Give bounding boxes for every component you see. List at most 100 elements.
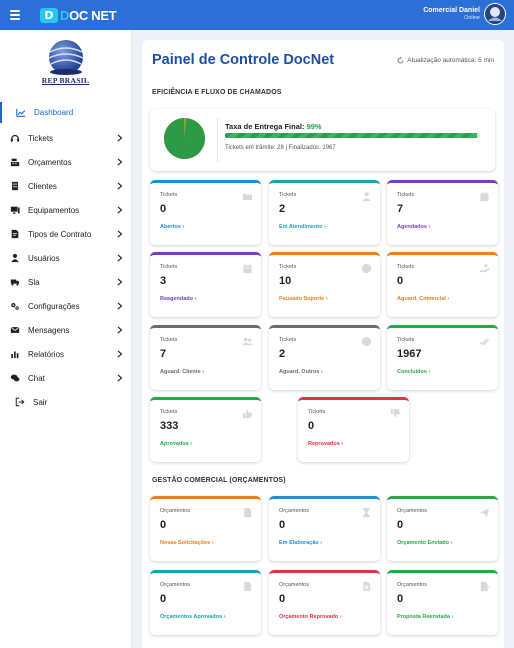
sidebar-item-orcamentos[interactable]: Orçamentos [0,150,131,174]
card-link-label: Concluídos [397,369,427,375]
card-value: 0 [397,593,404,605]
delivery-rate-pie [163,117,206,160]
logo-badge: D [40,7,58,23]
card-link-label: Aguard. Cliente [160,369,201,375]
card-link[interactable]: Agendados › [397,224,430,230]
sidebar-item-sla[interactable]: Sla [0,270,131,294]
card-link-label: Em Atendimento [279,224,323,230]
chevron-right-icon [116,182,124,190]
card-link[interactable]: Novas Solicitações › [160,540,214,546]
card-link-label: Reprovados [308,441,340,447]
avatar[interactable] [484,3,506,25]
card-value: 333 [160,420,179,432]
sidebar-item-label: Usuários [28,253,60,263]
sign-out-icon [14,396,26,408]
card-link[interactable]: Concluídos › [397,369,430,375]
auto-update-indicator: Atualização automática: 5 min [397,57,494,64]
stat-card: Tickets 7 Aguard. Cliente › [150,325,261,390]
chevron-right-icon: › [182,224,185,230]
card-value: 0 [279,593,286,605]
main-panel: Painel de Controle DocNet Atualização au… [142,40,504,648]
card-category: Tickets [160,264,178,270]
sidebar-item-tipos-de-contrato[interactable]: Tipos de Contrato [0,222,131,246]
sidebar-item-clientes[interactable]: Clientes [0,174,131,198]
card-value: 0 [160,593,167,605]
stat-card: Orçamentos 0 Novas Solicitações › [150,496,261,561]
app-logo[interactable]: D DOC NET [40,7,117,23]
card-category: Orçamentos [160,508,190,514]
chevron-right-icon [116,254,124,262]
card-link[interactable]: Orçamento Enviado › [397,540,452,546]
headset-icon [9,132,21,144]
card-value: 2 [279,348,286,360]
user-name: Comercial Daniel [423,6,480,14]
card-link[interactable]: Orçamento Reprovado › [279,614,342,620]
file-excel-icon [360,580,372,592]
stat-card: Tickets 3 Reagendado › [150,252,261,317]
user-menu[interactable]: Comercial Daniel Online [423,3,506,25]
card-category: Tickets [160,337,178,343]
sidebar-item-usuarios[interactable]: Usuários [0,246,131,270]
brand-logo[interactable]: REP BRASIL [0,30,131,98]
stat-card: Tickets 0 Reprovados › [298,397,409,462]
card-category: Tickets [279,264,297,270]
card-link[interactable]: Reprovados › [308,441,343,447]
card-link[interactable]: Em Atendimento › [279,224,326,230]
chevron-right-icon [116,206,124,214]
pause-circle-icon [360,262,372,274]
stat-card: Orçamentos 0 Orçamento Enviado › [387,496,498,561]
chevron-right-icon: › [447,296,450,302]
sidebar-item-label: Sair [33,397,48,407]
card-link[interactable]: Reagendado › [160,296,196,302]
card-link[interactable]: Abertos › [160,224,184,230]
card-link[interactable]: Proposta Reenviada › [397,614,453,620]
sidebar-item-mensagens[interactable]: Mensagens [0,318,131,342]
clock-icon [360,335,372,347]
card-link[interactable]: Aprovados › [160,441,192,447]
sidebar-item-label: Equipamentos [28,205,80,215]
card-value: 0 [397,275,404,287]
sidebar-item-label: Orçamentos [28,157,72,167]
hourglass-icon [360,506,372,518]
sidebar-item-sair[interactable]: Sair [0,390,131,414]
card-link[interactable]: Aguard. Outros › [279,369,323,375]
delivery-rate-text: Taxa de Entrega Final: [225,122,305,131]
brand-text: REP BRASIL [41,76,90,85]
card-category: Tickets [279,192,297,198]
card-link[interactable]: Em Elaboração › [279,540,322,546]
card-link-label: Proposta Reenviada [397,614,450,620]
sidebar-item-dashboard[interactable]: Dashboard [0,102,131,123]
chevron-right-icon: › [324,224,326,230]
thumbs-down-icon [389,407,401,419]
menu-toggle-icon[interactable] [0,0,30,30]
efficiency-card: Taxa de Entrega Final: 99% Tickets em tr… [150,109,495,171]
chevron-right-icon: › [341,441,344,447]
card-value: 0 [397,519,404,531]
card-link[interactable]: Aguard. Comercial › [397,296,449,302]
chevron-right-icon [116,134,124,142]
card-value: 3 [160,275,167,287]
stat-card: Tickets 10 Pausado Suporte › [269,252,380,317]
card-link[interactable]: Orçamentos Aprovados › [160,614,226,620]
sidebar-item-label: Sla [28,277,40,287]
card-link-label: Orçamentos Aprovados [160,614,223,620]
sidebar-nav: Dashboard Tickets Orçamentos Clientes Equipa… [0,102,131,414]
sidebar-item-label: Chat [28,373,45,383]
sidebar-item-configuracoes[interactable]: Configurações [0,294,131,318]
sidebar-item-equipamentos[interactable]: Equipamentos [0,198,131,222]
card-link[interactable]: Aguard. Cliente › [160,369,204,375]
chevron-right-icon: › [194,296,197,302]
card-link-label: Agendados [397,224,427,230]
chevron-right-icon [116,302,124,310]
card-value: 7 [397,203,404,215]
sidebar-item-tickets[interactable]: Tickets [0,126,131,150]
folder-icon [241,190,253,202]
card-link[interactable]: Pausado Suporte › [279,296,328,302]
sidebar-item-relatorios[interactable]: Relatórios [0,342,131,366]
sidebar-item-chat[interactable]: Chat [0,366,131,390]
card-link-label: Aguard. Comercial [397,296,446,302]
delivery-progress-fill [225,133,478,138]
sync-icon [397,57,404,64]
chevron-right-icon: › [202,369,205,375]
chevron-right-icon: › [428,369,431,375]
